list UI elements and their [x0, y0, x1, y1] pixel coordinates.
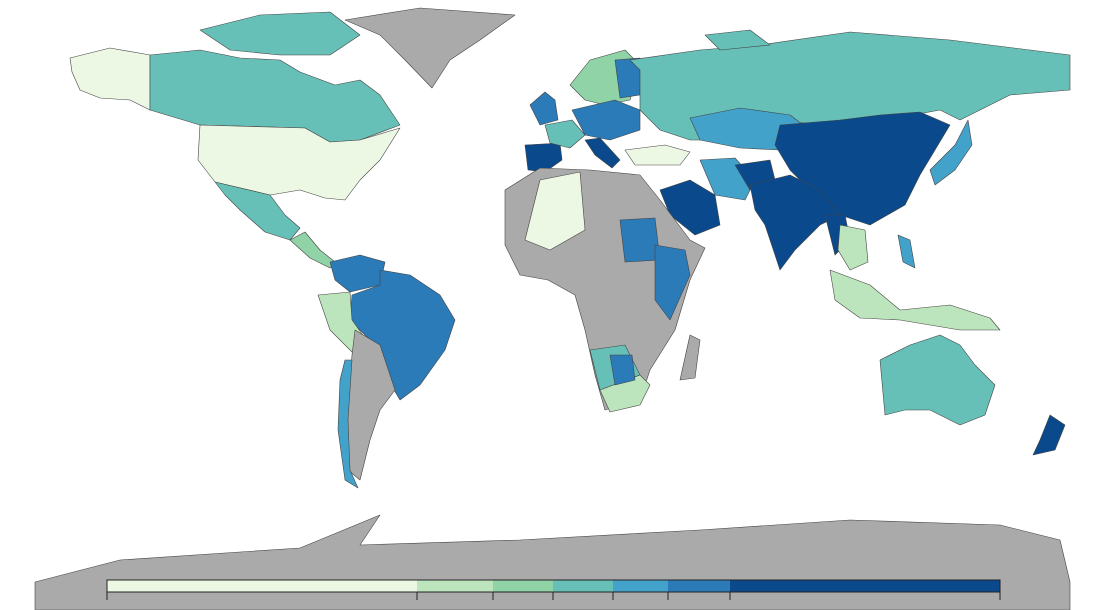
russia-islands [704, 29, 771, 51]
countries [34, 7, 1071, 610]
legend-swatch [613, 580, 668, 592]
indonesia [829, 269, 1001, 331]
turkey [624, 144, 691, 166]
central-europe [571, 99, 641, 141]
ethiopia-kenya [654, 244, 691, 321]
uk [529, 91, 559, 126]
se-asia [837, 224, 869, 271]
philippines [897, 234, 916, 269]
italy [584, 137, 621, 169]
greenland [344, 7, 516, 89]
legend-swatch [730, 580, 1000, 592]
legend [106, 579, 1001, 600]
france [544, 119, 586, 149]
zambia [609, 354, 636, 386]
spain [524, 142, 563, 173]
legend-swatch [417, 580, 493, 592]
canada-islands [199, 11, 361, 56]
new-zealand [1032, 414, 1066, 456]
chile [337, 359, 359, 489]
alaska [69, 47, 151, 111]
legend-swatch [668, 580, 730, 592]
australia [879, 334, 996, 426]
japan [929, 119, 973, 186]
legend-swatch [107, 580, 417, 592]
central-america [289, 231, 336, 269]
legend-swatch [553, 580, 613, 592]
legend-swatch [493, 580, 553, 592]
brazil [349, 269, 456, 401]
sudan [619, 217, 661, 263]
india [749, 174, 841, 271]
algeria-mali [524, 171, 586, 251]
madagascar [679, 334, 701, 381]
